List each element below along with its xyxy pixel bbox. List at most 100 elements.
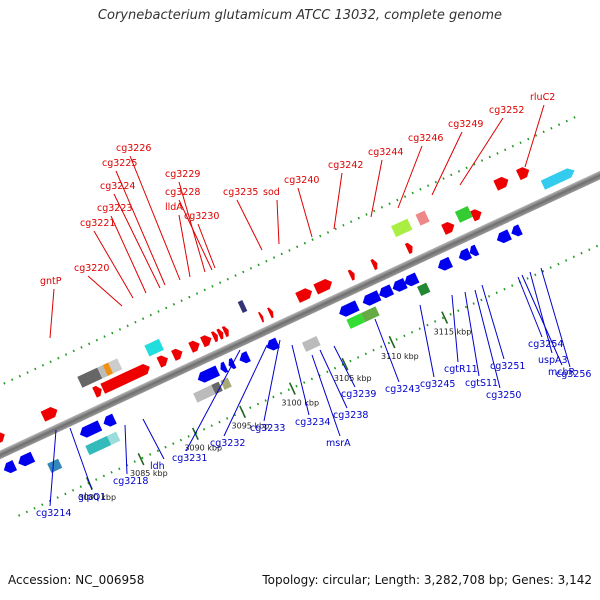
forward-gene-label: cg3220 xyxy=(74,263,109,274)
label-leader-line xyxy=(142,418,165,460)
genome-summary-text: Topology: circular; Length: 3,282,708 bp… xyxy=(262,573,592,587)
label-leader-line xyxy=(419,304,435,378)
reverse-gene-label: cg3256 xyxy=(556,369,591,380)
label-leader-line xyxy=(69,427,93,491)
scale-tick xyxy=(239,405,247,419)
scale-tick xyxy=(341,357,349,371)
label-leader-line xyxy=(236,199,263,251)
reverse-gene-label: uspA3 xyxy=(538,355,568,366)
feature-block xyxy=(301,336,321,352)
forward-gene-label: cg3221 xyxy=(80,218,115,229)
cds-gene-arrow xyxy=(267,307,274,319)
feature-block xyxy=(415,210,430,226)
cds-gene-arrow xyxy=(200,335,212,348)
cds-gene-arrow xyxy=(362,290,382,306)
cds-gene-arrow xyxy=(313,279,332,295)
cds-gene-arrow xyxy=(258,311,265,323)
reverse-gene-label: cg3245 xyxy=(420,379,455,390)
scale-label: 3080 kbp xyxy=(78,493,116,502)
label-leader-line xyxy=(113,193,161,289)
label-leader-line xyxy=(87,275,123,307)
label-leader-line xyxy=(49,288,55,339)
feature-block xyxy=(107,431,121,445)
cds-gene-arrow xyxy=(493,176,509,191)
scale-label: 3105 kbp xyxy=(334,374,372,383)
scale-tick xyxy=(441,311,449,324)
label-leader-line xyxy=(115,170,166,286)
label-leader-line xyxy=(333,172,343,230)
cds-gene-arrow xyxy=(220,361,229,373)
reverse-gene-label: glpQ1 xyxy=(78,492,106,503)
forward-gene-label: lldA xyxy=(165,202,183,213)
forward-gene-label: cg3223 xyxy=(97,203,132,214)
cds-gene-block xyxy=(540,168,575,190)
label-leader-line xyxy=(540,267,571,368)
cds-gene-arrow xyxy=(3,460,18,474)
label-leader-line xyxy=(110,215,147,294)
scale-label: 3085 kbp xyxy=(130,469,168,478)
reverse-gene-label: cg3233 xyxy=(250,423,285,434)
label-leader-line xyxy=(431,131,463,196)
feature-block xyxy=(144,338,164,357)
feature-block xyxy=(102,362,114,376)
cds-gene-arrow xyxy=(188,340,200,353)
feature-block xyxy=(391,218,413,238)
label-leader-line xyxy=(517,276,543,338)
label-leader-line xyxy=(333,345,356,388)
forward-gene-label: cg3240 xyxy=(284,175,319,186)
genome-backbone xyxy=(0,167,600,463)
cds-gene-arrow xyxy=(347,269,355,281)
forward-gene-label: cg3252 xyxy=(489,105,524,116)
forward-tick-track xyxy=(0,113,582,403)
reverse-gene-label: cg3239 xyxy=(341,389,376,400)
feature-block xyxy=(417,282,431,296)
label-leader-line xyxy=(178,199,213,271)
label-leader-line xyxy=(370,159,383,218)
scale-tick xyxy=(288,382,296,395)
cds-gene-arrow xyxy=(197,365,221,383)
cds-gene-arrow xyxy=(437,256,453,271)
label-leader-line xyxy=(481,284,505,360)
feature-block xyxy=(193,385,216,403)
forward-gene-label: cg3230 xyxy=(184,211,219,222)
label-leader-line xyxy=(185,349,241,452)
feature-block xyxy=(97,365,108,379)
forward-gene-label: cg3224 xyxy=(100,181,135,192)
cds-gene-arrow xyxy=(392,277,408,292)
cds-gene-arrow xyxy=(216,328,224,340)
cds-gene-arrow xyxy=(156,355,168,368)
label-leader-line xyxy=(397,145,423,209)
label-leader-line xyxy=(297,187,313,238)
cds-gene-arrow xyxy=(404,272,420,287)
accession-text: Accession: NC_006958 xyxy=(8,573,145,587)
cds-gene-arrow xyxy=(339,300,360,317)
cds-gene-arrow xyxy=(370,259,378,271)
cds-gene-arrow xyxy=(511,224,523,237)
cds-gene-arrow xyxy=(441,221,455,235)
reverse-gene-label: cg3250 xyxy=(486,390,521,401)
reverse-gene-label: cg3234 xyxy=(295,417,330,428)
label-leader-line xyxy=(291,344,310,416)
label-leader-line xyxy=(129,155,181,281)
reverse-gene-label: cg3254 xyxy=(528,339,563,350)
cds-gene-arrow xyxy=(40,407,58,422)
label-leader-line xyxy=(49,429,57,507)
scale-label: 3090 kbp xyxy=(184,444,222,453)
reverse-gene-label: cg3238 xyxy=(333,410,368,421)
cds-gene-arrow xyxy=(0,431,5,447)
forward-gene-label: cg3242 xyxy=(328,160,363,171)
cds-gene-arrow xyxy=(100,363,150,394)
label-leader-line xyxy=(276,199,280,245)
label-leader-line xyxy=(178,214,191,278)
cds-gene-arrow xyxy=(470,209,482,222)
forward-gene-label: cg3244 xyxy=(368,147,403,158)
reverse-gene-label: cg3251 xyxy=(490,361,525,372)
cds-gene-arrow xyxy=(516,167,530,181)
label-leader-line xyxy=(374,318,400,383)
reverse-gene-label: cg3218 xyxy=(113,476,148,487)
scale-label: 3110 kbp xyxy=(381,352,419,361)
scale-label: 3115 kbp xyxy=(434,327,472,336)
feature-block xyxy=(47,458,63,473)
forward-gene-label: cg3249 xyxy=(448,119,483,130)
label-leader-line xyxy=(521,274,563,366)
